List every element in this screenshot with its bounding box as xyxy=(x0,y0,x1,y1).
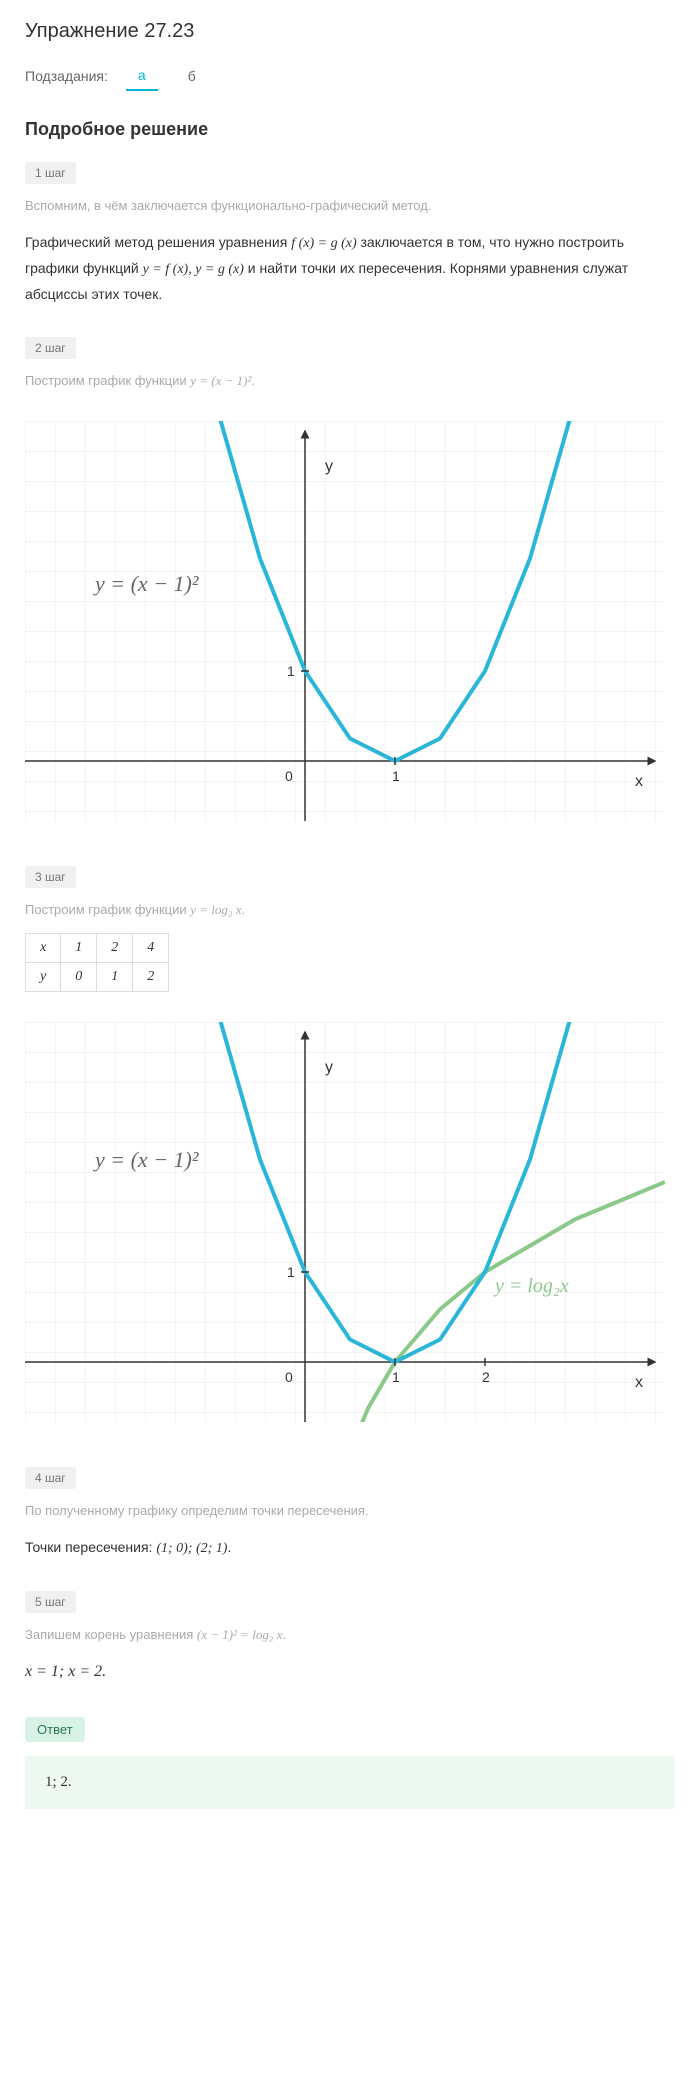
origin-label: 0 xyxy=(285,768,293,784)
step-desc-prefix: Построим график функции xyxy=(25,902,190,917)
formula-label: y = (x − 1)² xyxy=(93,571,199,596)
tick-x-2: 2 xyxy=(482,1369,490,1385)
step-desc: Построим график функции y = log₂ x. xyxy=(25,900,675,920)
page-title: Упражнение 27.23 xyxy=(25,20,675,43)
chart-svg: y x 0 1 1 y = (x − 1)² xyxy=(25,421,665,821)
step-4: 4 шаг По полученному графику определим т… xyxy=(25,1467,675,1561)
table-cell: x xyxy=(26,934,61,963)
table-row: y 0 1 2 xyxy=(26,963,169,992)
table-row: x 1 2 4 xyxy=(26,934,169,963)
table-cell: 2 xyxy=(97,934,133,963)
tab-b[interactable]: б xyxy=(176,62,208,90)
answer-badge: Ответ xyxy=(25,1717,85,1742)
tick-x-1: 1 xyxy=(392,768,400,784)
subtabs-label: Подзадания: xyxy=(25,68,108,84)
step-desc-suffix: . xyxy=(282,1627,286,1642)
step-desc: Вспомним, в чём заключается функциональн… xyxy=(25,196,675,216)
step-desc-suffix: . xyxy=(251,373,255,388)
log-table: x 1 2 4 y 0 1 2 xyxy=(25,933,169,992)
x-axis-label: x xyxy=(635,1374,643,1391)
formula-label-2: y = log₂x xyxy=(493,1275,569,1297)
table-cell: 0 xyxy=(61,963,97,992)
table-cell: 4 xyxy=(133,934,169,963)
chart-2: y x 0 1 2 1 y = (x − 1)² y = log₂x xyxy=(25,1022,675,1427)
step-formula: y = (x − 1)² xyxy=(190,373,251,388)
step-2: 2 шаг Построим график функции y = (x − 1… xyxy=(25,337,675,391)
step-text: Точки пересечения: (1; 0); (2; 1). xyxy=(25,1535,675,1561)
tick-y-1: 1 xyxy=(287,663,295,679)
subtabs-row: Подзадания: а б xyxy=(25,61,675,91)
answer-block: Ответ 1; 2. xyxy=(25,1717,675,1809)
step-desc-prefix: Построим график функции xyxy=(25,373,190,388)
step-badge: 2 шаг xyxy=(25,337,76,359)
step-badge: 5 шаг xyxy=(25,1591,76,1613)
y-axis-label: y xyxy=(325,1059,333,1076)
step-badge: 1 шаг xyxy=(25,162,76,184)
formula-label-1: y = (x − 1)² xyxy=(93,1147,199,1172)
step-5: 5 шаг Запишем корень уравнения (x − 1)² … xyxy=(25,1591,675,1687)
step-text: Графический метод решения уравнения f (x… xyxy=(25,230,675,308)
y-axis-label: y xyxy=(325,458,333,475)
step-formula: (x − 1)² = log₂ x xyxy=(197,1627,283,1642)
step-desc-prefix: Запишем корень уравнения xyxy=(25,1627,197,1642)
step-badge: 4 шаг xyxy=(25,1467,76,1489)
chart-svg: y x 0 1 2 1 y = (x − 1)² y = log₂x xyxy=(25,1022,665,1422)
step-badge: 3 шаг xyxy=(25,866,76,888)
chart-1: y x 0 1 1 y = (x − 1)² xyxy=(25,421,675,826)
step-desc: Построим график функции y = (x − 1)². xyxy=(25,371,675,391)
answer-box: 1; 2. xyxy=(25,1756,675,1809)
step-text: x = 1; x = 2. xyxy=(25,1658,675,1687)
step-3: 3 шаг Построим график функции y = log₂ x… xyxy=(25,866,675,993)
x-axis-label: x xyxy=(635,773,643,790)
step-desc-suffix: . xyxy=(241,902,245,917)
table-cell: y xyxy=(26,963,61,992)
table-cell: 2 xyxy=(133,963,169,992)
section-title: Подробное решение xyxy=(25,119,675,140)
tick-x-1: 1 xyxy=(392,1369,400,1385)
step-1: 1 шаг Вспомним, в чём заключается функци… xyxy=(25,162,675,307)
step-desc: Запишем корень уравнения (x − 1)² = log₂… xyxy=(25,1625,675,1645)
tab-a[interactable]: а xyxy=(126,61,158,91)
step-formula: y = log₂ x xyxy=(190,902,241,917)
table-cell: 1 xyxy=(97,963,133,992)
tick-y-1: 1 xyxy=(287,1264,295,1280)
table-cell: 1 xyxy=(61,934,97,963)
step-desc: По полученному графику определим точки п… xyxy=(25,1501,675,1521)
origin-label: 0 xyxy=(285,1369,293,1385)
